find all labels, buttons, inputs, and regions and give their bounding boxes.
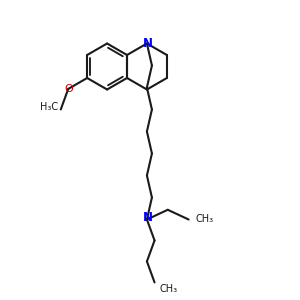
Text: O: O	[65, 84, 74, 94]
Text: H₃C: H₃C	[40, 103, 58, 112]
Text: CH₃: CH₃	[160, 284, 178, 294]
Text: N: N	[143, 211, 153, 224]
Text: N: N	[143, 37, 153, 50]
Text: CH₃: CH₃	[196, 214, 214, 224]
